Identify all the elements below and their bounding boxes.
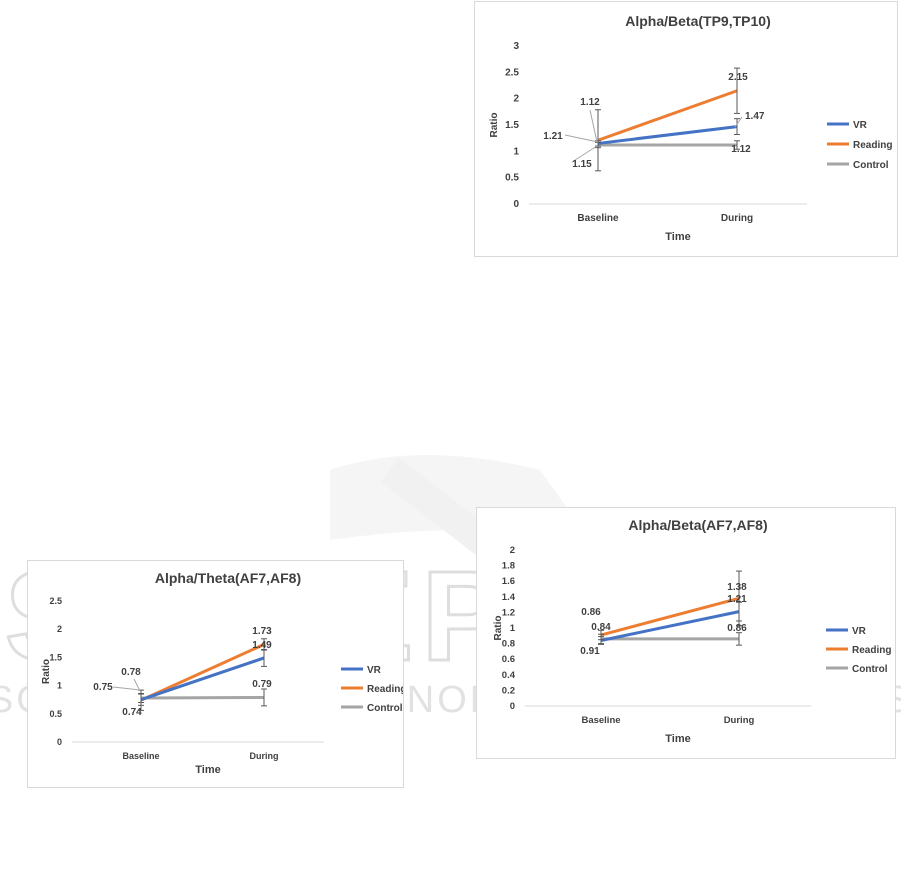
- y-tick-label: 2.5: [49, 596, 62, 606]
- y-axis-title: Ratio: [493, 616, 504, 641]
- legend-label-control: Control: [853, 160, 889, 171]
- chart-alpha-theta-af: Alpha/Theta(AF7,AF8) 0 0.5 1 1.5 2 2.5 Baseline…: [27, 560, 404, 788]
- y-tick-label: 1.5: [49, 652, 62, 662]
- chart-title: Alpha/Beta(TP9,TP10): [625, 13, 770, 29]
- chart-title: Alpha/Theta(AF7,AF8): [155, 570, 301, 586]
- data-label: 1.21: [727, 594, 747, 605]
- y-tick-label: 0.6: [502, 654, 515, 665]
- data-label: 1.38: [727, 582, 747, 593]
- data-label: 0.86: [581, 607, 601, 618]
- data-label: 2.15: [728, 72, 748, 83]
- y-tick-label: 1: [510, 623, 516, 634]
- data-label: 0.79: [252, 679, 272, 690]
- data-label: 1.21: [543, 131, 563, 142]
- legend-label-control: Control: [367, 703, 403, 714]
- data-label: 0.91: [580, 646, 600, 657]
- x-axis-title: Time: [665, 231, 690, 243]
- y-tick-label: 1: [513, 146, 519, 157]
- y-tick-label: 0.8: [502, 639, 515, 650]
- x-tick-label: During: [250, 751, 279, 761]
- legend-label-reading: Reading: [367, 684, 403, 695]
- series-line-control: [140, 695, 265, 700]
- series-line-reading: [140, 643, 265, 702]
- series-line-reading: [597, 89, 738, 142]
- chart-alpha-beta-af: Alpha/Beta(AF7,AF8) 0 0.2 0.4 0.6 0.8 1 1.2 1.4 1…: [476, 507, 896, 759]
- y-tick-label: 3: [513, 41, 519, 52]
- data-label: 1.73: [252, 626, 272, 637]
- series-line-reading: [600, 596, 740, 637]
- x-tick-label: During: [724, 715, 755, 726]
- y-tick-label: 0: [513, 199, 519, 210]
- y-tick-label: 2: [510, 545, 515, 556]
- legend-label-reading: Reading: [852, 645, 891, 656]
- data-label: 1.12: [731, 144, 751, 155]
- series-line-vr: [600, 610, 740, 642]
- chart-title: Alpha/Beta(AF7,AF8): [628, 517, 767, 533]
- series-line-vr: [140, 656, 265, 702]
- x-tick-label: Baseline: [122, 751, 159, 761]
- data-label-leader: [564, 134, 599, 143]
- y-tick-label: 1.5: [505, 120, 519, 131]
- series-line-vr: [597, 125, 738, 145]
- data-label: 0.75: [93, 682, 113, 693]
- x-tick-label: During: [721, 213, 753, 224]
- y-tick-label: 0: [57, 737, 62, 747]
- data-label: 0.78: [121, 667, 141, 678]
- y-axis-title: Ratio: [41, 659, 52, 684]
- legend-label-vr: VR: [367, 665, 382, 676]
- x-axis-title: Time: [665, 733, 690, 745]
- y-tick-label: 2.5: [505, 67, 519, 78]
- y-tick-label: 1.6: [502, 576, 515, 587]
- y-tick-label: 0.5: [505, 173, 519, 184]
- legend-label-control: Control: [852, 664, 888, 675]
- data-label: 1.12: [580, 97, 600, 108]
- data-label-leader: [734, 116, 743, 128]
- data-label-leader: [133, 678, 141, 692]
- data-label-leader: [571, 145, 598, 163]
- chart-alpha-beta-tp: Alpha/Beta(TP9,TP10) 0 0.5 1 1.5 2 2.5 3 Baselin…: [474, 1, 898, 257]
- y-axis-title: Ratio: [489, 113, 500, 138]
- data-label: 1.49: [252, 640, 272, 651]
- legend-label-vr: VR: [853, 120, 868, 131]
- data-label: 0.84: [591, 622, 611, 633]
- data-label: 1.15: [572, 159, 592, 170]
- y-tick-label: 1.4: [502, 592, 516, 603]
- y-tick-label: 1: [57, 681, 62, 691]
- y-tick-label: 0: [510, 701, 515, 712]
- x-axis-title: Time: [195, 764, 220, 776]
- legend-label-reading: Reading: [853, 140, 892, 151]
- data-label: 0.86: [727, 623, 747, 634]
- x-tick-label: Baseline: [581, 715, 620, 726]
- y-tick-label: 0.2: [502, 685, 515, 696]
- y-tick-label: 2: [57, 624, 62, 634]
- data-label-leader: [589, 109, 598, 143]
- data-label: 1.47: [745, 111, 765, 122]
- y-tick-label: 1.2: [502, 607, 515, 618]
- y-tick-label: 0.5: [49, 709, 62, 719]
- legend-label-vr: VR: [852, 626, 867, 637]
- x-tick-label: Baseline: [577, 213, 619, 224]
- y-tick-label: 1.8: [502, 561, 515, 572]
- y-tick-label: 0.4: [502, 670, 516, 681]
- data-label: 0.74: [122, 707, 142, 718]
- y-tick-label: 2: [513, 94, 519, 105]
- data-label-leader: [112, 686, 141, 691]
